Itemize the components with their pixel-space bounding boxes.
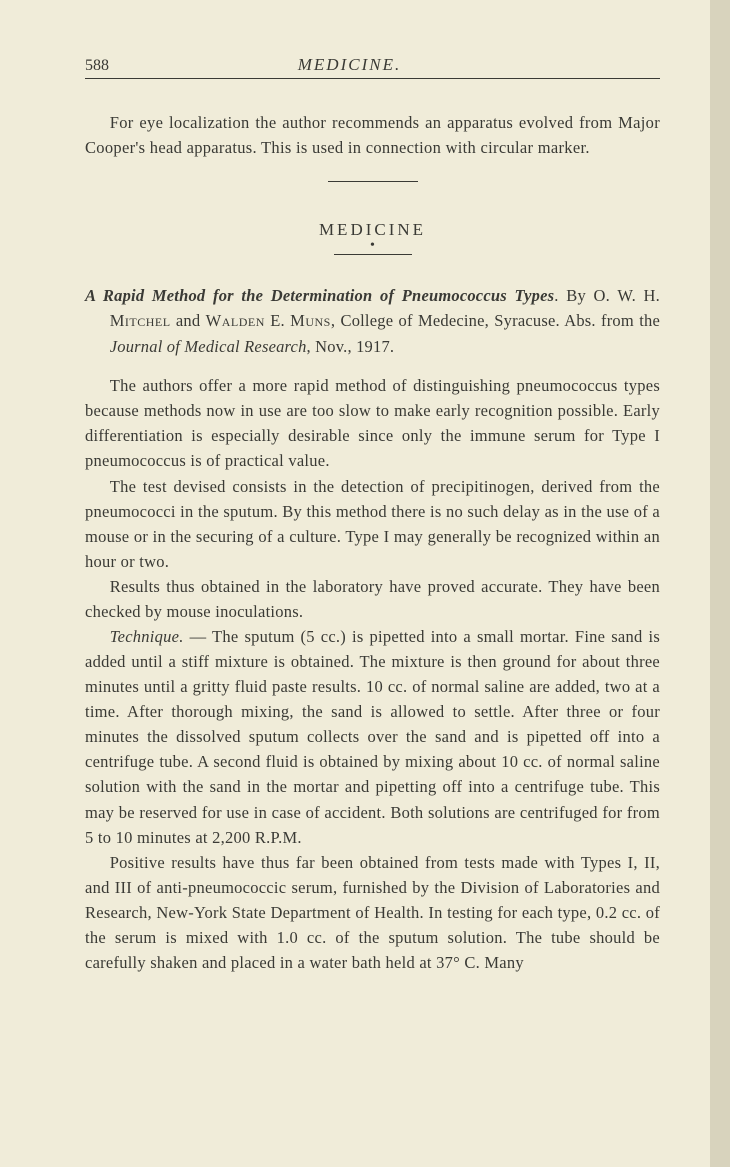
technique-label: Technique. — [110, 627, 184, 646]
running-head-title: MEDICINE. — [298, 55, 401, 75]
author-1: Mitchel — [110, 311, 171, 330]
technique-text: — The sputum (5 cc.) is pipetted into a … — [85, 627, 660, 847]
section-heading: MEDICINE — [85, 220, 660, 240]
citation-text-1: . By O. W. H. — [554, 286, 660, 305]
page-number: 588 — [85, 57, 109, 75]
body-paragraph-5: Positive results have thus far been obta… — [85, 850, 660, 975]
author-3: Muns — [290, 311, 331, 330]
body-paragraph-3: Results thus obtained in the laboratory … — [85, 574, 660, 624]
citation-text-2: and — [171, 311, 206, 330]
page-content: 588 MEDICINE. For eye localization the a… — [0, 0, 730, 1025]
page-right-edge — [710, 0, 730, 1167]
author-2: Walden — [206, 311, 265, 330]
citation-text-4: , College of Medecine, Syracuse. Abs. fr… — [331, 311, 660, 330]
header-rule — [85, 78, 660, 79]
article-title: A Rapid Method for the Determination of … — [85, 286, 554, 305]
body-paragraph-1: The authors offer a more rapid method of… — [85, 373, 660, 473]
article-citation: A Rapid Method for the Determination of … — [85, 283, 660, 360]
journal-name: Journal of Medical Research — [110, 337, 307, 356]
running-header: 588 MEDICINE. — [85, 55, 660, 75]
intro-paragraph: For eye localization the author recommen… — [85, 111, 660, 161]
body-paragraph-4: Technique. — The sputum (5 cc.) is pipet… — [85, 624, 660, 850]
section-divider — [328, 181, 418, 182]
body-paragraph-2: The test devised consists in the detecti… — [85, 474, 660, 574]
citation-text-3: E. — [265, 311, 290, 330]
section-underline — [334, 254, 412, 255]
section-dot: • — [85, 238, 660, 254]
citation-text-5: , Nov., 1917. — [307, 337, 395, 356]
